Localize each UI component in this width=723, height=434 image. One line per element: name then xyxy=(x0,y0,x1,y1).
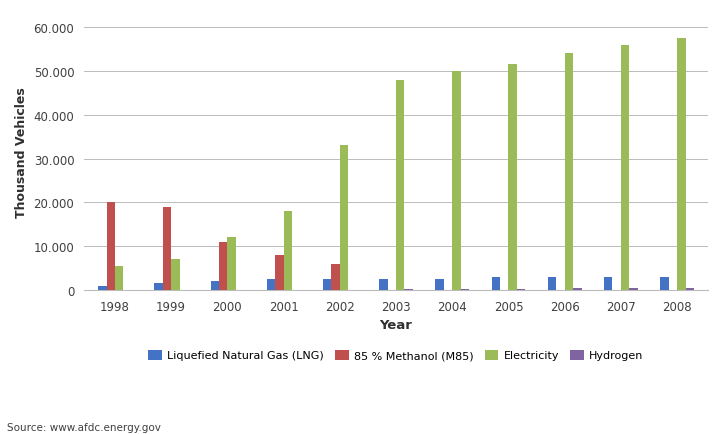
Bar xyxy=(565,54,573,290)
Bar xyxy=(340,146,348,290)
Bar xyxy=(275,255,283,290)
Bar xyxy=(517,289,526,290)
Bar xyxy=(677,39,685,290)
Legend: Liquefied Natural Gas (LNG), 85 % Methanol (M85), Electricity, Hydrogen: Liquefied Natural Gas (LNG), 85 % Methan… xyxy=(144,345,648,365)
Bar xyxy=(452,72,461,290)
Bar xyxy=(461,289,469,290)
Bar xyxy=(573,289,581,290)
Bar xyxy=(435,279,444,290)
Bar xyxy=(548,277,556,290)
Bar xyxy=(154,284,163,290)
Y-axis label: Thousand Vehicles: Thousand Vehicles xyxy=(15,87,28,218)
Bar xyxy=(115,266,124,290)
Text: Source: www.afdc.energy.gov: Source: www.afdc.energy.gov xyxy=(7,422,161,432)
Bar xyxy=(227,238,236,290)
Bar xyxy=(331,264,340,290)
Bar xyxy=(404,289,413,290)
Bar xyxy=(508,65,517,290)
Bar xyxy=(163,207,171,290)
Bar xyxy=(396,81,404,290)
Bar xyxy=(629,289,638,290)
Bar xyxy=(492,277,500,290)
Bar xyxy=(323,279,331,290)
Bar xyxy=(660,277,669,290)
Bar xyxy=(621,46,629,290)
Bar xyxy=(267,279,275,290)
Bar xyxy=(106,203,115,290)
Bar xyxy=(171,260,179,290)
Bar xyxy=(604,277,612,290)
Bar xyxy=(685,288,694,290)
Bar xyxy=(219,242,227,290)
Bar xyxy=(283,212,292,290)
X-axis label: Year: Year xyxy=(380,319,412,332)
Bar xyxy=(98,286,106,290)
Bar xyxy=(210,282,219,290)
Bar xyxy=(379,279,388,290)
